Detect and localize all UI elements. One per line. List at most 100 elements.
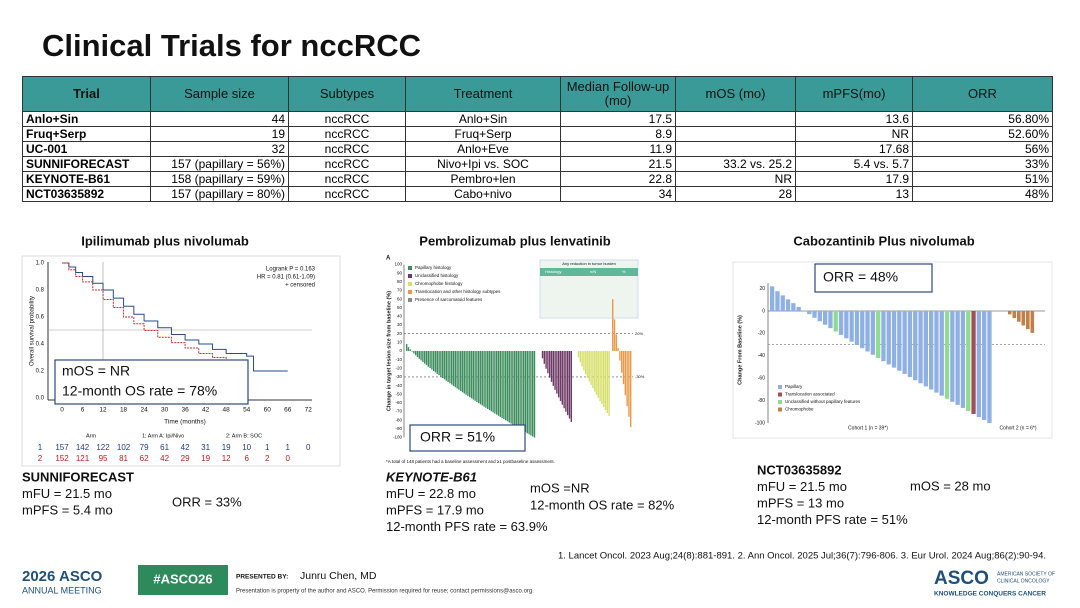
axis-title: Change From Baseline (%) <box>737 315 743 385</box>
waterfall-bar <box>476 351 478 402</box>
waterfall-bar <box>533 351 536 438</box>
y-tick-label: -60 <box>758 376 765 382</box>
table-cell: Anlo+Sin <box>405 111 561 127</box>
x-tick-label: 0 <box>60 407 64 414</box>
caption-line: ORR = 33% <box>172 494 242 509</box>
waterfall-bar <box>619 351 621 361</box>
risk-number: 29 <box>181 454 190 463</box>
logo-sub: CLINICAL ONCOLOGY <box>997 578 1050 584</box>
table-cell: Pembro+len <box>405 171 561 187</box>
table-cell: 44 <box>150 111 289 127</box>
waterfall-bar <box>592 351 594 389</box>
risk-number: 95 <box>99 454 108 463</box>
table-cell: nccRCC <box>288 171 406 187</box>
table-cell: Cabo+nivo <box>405 186 561 202</box>
table-cell: NCT03635892 <box>22 186 151 202</box>
x-tick-label: 54 <box>243 407 251 414</box>
waterfall-bar <box>422 351 424 362</box>
caption-line: 12-month PFS rate = 51% <box>757 512 908 527</box>
table-cell: Anlo+Eve <box>405 141 561 157</box>
waterfall-bar <box>585 351 587 375</box>
table-row: SUNNIFORECAST 157 (papillary = 56%) nccRCC… <box>22 156 1053 172</box>
risk-number: 102 <box>117 443 131 452</box>
waterfall-bar <box>541 351 544 359</box>
x-label: Cohort 2 (n = 6*) <box>999 425 1036 431</box>
axis-title: Overall survival probability <box>30 296 36 366</box>
waterfall-bar <box>601 351 603 405</box>
waterfall-bar <box>550 351 553 382</box>
inset-header-label: n/N <box>590 269 596 274</box>
waterfall-bar <box>561 351 563 405</box>
waterfall-bar <box>626 351 628 407</box>
table-cell: 17.9 <box>795 171 913 187</box>
waterfall-bar <box>456 351 458 389</box>
waterfall-bar <box>599 351 601 402</box>
trial-name: SUNNIFORECAST <box>22 469 134 484</box>
risk-number: 42 <box>160 454 169 463</box>
table-cell: 28 <box>675 186 796 202</box>
waterfall-bar <box>579 351 581 363</box>
waterfall-bar <box>876 311 881 358</box>
callout-box <box>814 263 933 293</box>
waterfall-bar <box>434 351 437 373</box>
waterfall-bar <box>465 351 467 395</box>
waterfall-bar <box>406 344 408 351</box>
legend-label: Arm <box>86 433 97 439</box>
risk-number: 31 <box>201 443 210 452</box>
risk-number: 12 <box>222 454 231 463</box>
table-cell: 11.9 <box>560 141 676 157</box>
waterfall-bar <box>558 351 560 398</box>
waterfall-bar <box>528 351 530 435</box>
legend-label: Translocation associated <box>785 392 835 397</box>
header-cell: Subtypes <box>288 76 406 112</box>
waterfall-bar <box>1012 311 1017 319</box>
legend-swatch <box>408 266 412 270</box>
legend-label: Unclassified without papillary features <box>785 399 861 404</box>
waterfall-bar <box>597 351 599 398</box>
table-cell: 51% <box>912 171 1053 187</box>
y-tick-label: -80 <box>395 417 402 422</box>
waterfall-bar <box>554 351 556 390</box>
presented-by: PRESENTED BY: <box>236 574 288 581</box>
table-cell: 33.2 vs. 25.2 <box>675 156 796 172</box>
legend-label: Presence of sarcomatoid features <box>415 297 483 302</box>
table-cell <box>675 111 796 127</box>
hashtag-badge <box>138 565 228 595</box>
meeting-sub: ANNUAL MEETING <box>22 585 102 595</box>
caption-line: mFU = 21.5 mo <box>22 486 112 501</box>
waterfall-bar <box>780 295 785 311</box>
footnote: *A total of 148 patients had a baseline … <box>386 459 555 464</box>
caption-line: mPFS = 17.9 mo <box>386 502 484 517</box>
waterfall-bar <box>567 351 569 416</box>
risk-number: 6 <box>244 454 249 463</box>
x-label: Cohort 1 (n = 39*) <box>848 425 888 431</box>
waterfall-bar <box>588 351 590 382</box>
inset-header-label: Histology <box>545 269 561 274</box>
waterfall-bar <box>510 351 512 424</box>
table-cell: Fruq+Serp <box>22 126 151 142</box>
waterfall-bar <box>420 351 422 361</box>
table-cell: KEYNOTE-B61 <box>22 171 151 187</box>
waterfall-bar <box>622 351 625 385</box>
waterfall-bar <box>870 311 875 355</box>
waterfall-bar <box>960 311 966 408</box>
table-cell: nccRCC <box>288 111 406 127</box>
waterfall-bar <box>577 351 580 358</box>
waterfall-bar <box>418 351 420 359</box>
waterfall-bar <box>624 351 626 396</box>
axis-title: Time (months) <box>164 419 206 426</box>
waterfall-bar <box>617 347 619 351</box>
waterfall-bar <box>469 351 471 398</box>
waterfall-bar <box>521 351 523 431</box>
x-tick-label: 24 <box>140 407 148 414</box>
table-cell: 158 (papillary = 59%) <box>150 171 289 187</box>
waterfall-bar <box>559 351 562 402</box>
waterfall-bar <box>445 351 447 381</box>
waterfall-bar <box>532 351 534 437</box>
meeting-name: 2026 ASCO <box>22 568 103 585</box>
ref-label: 20% <box>635 331 643 336</box>
risk-number: 121 <box>76 454 90 463</box>
panel-title: Cabozantinib Plus nivolumab <box>793 233 974 248</box>
y-tick-label: -100 <box>393 435 403 440</box>
waterfall-bar <box>458 351 460 390</box>
